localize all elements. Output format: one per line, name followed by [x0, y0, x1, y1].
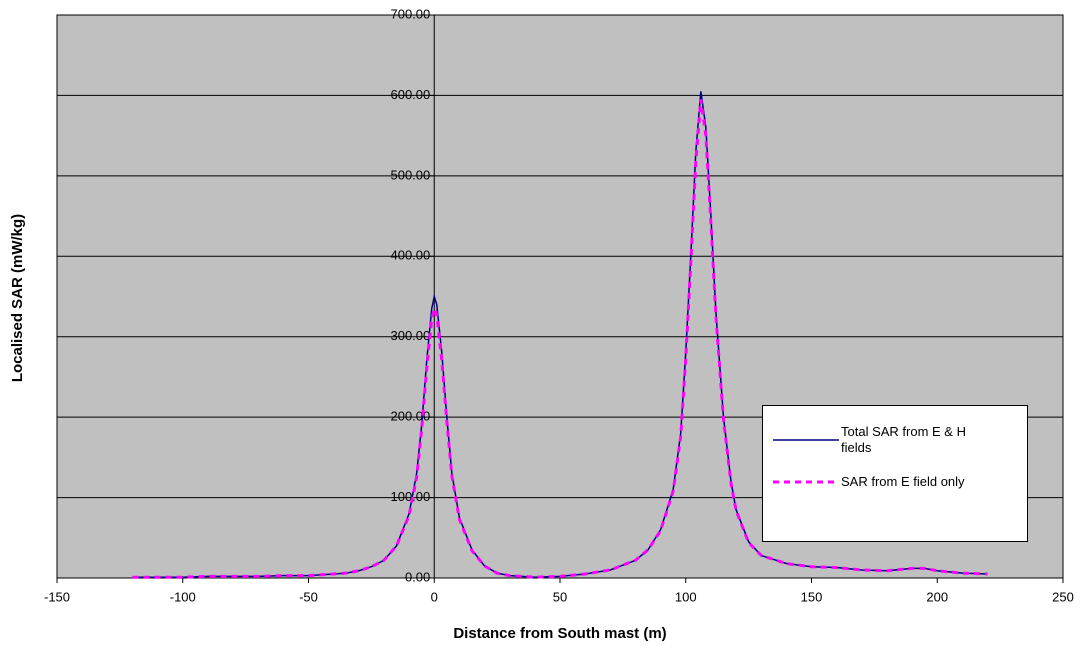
y-tick-label: 200.00 [390, 409, 430, 424]
y-tick-label: 400.00 [390, 248, 430, 263]
x-axis-title: Distance from South mast (m) [453, 625, 666, 642]
legend-swatch [773, 480, 839, 484]
y-tick-label: 700.00 [390, 6, 430, 21]
x-tick-label: 0 [431, 589, 438, 604]
legend-item: Total SAR from E & H fields [771, 424, 1019, 456]
legend-label: Total SAR from E & H fields [841, 424, 966, 455]
series-line [132, 99, 988, 579]
y-tick-label: 600.00 [390, 87, 430, 102]
legend: Total SAR from E & H fields SAR from E fi… [762, 405, 1028, 542]
legend-swatch [773, 439, 839, 441]
y-tick-label: 0.00 [405, 569, 430, 584]
legend-item: SAR from E field only [771, 474, 1019, 490]
x-tick-label: 200 [926, 589, 948, 604]
y-axis-title: Localised SAR (mW/kg) [9, 214, 26, 382]
y-tick-label: 100.00 [390, 489, 430, 504]
x-tick-label: -100 [170, 589, 196, 604]
x-tick-label: 250 [1052, 589, 1074, 604]
x-tick-label: 100 [675, 589, 697, 604]
x-tick-label: -50 [299, 589, 318, 604]
x-tick-label: -150 [44, 589, 70, 604]
legend-label: SAR from E field only [841, 474, 965, 489]
y-tick-label: 300.00 [390, 328, 430, 343]
x-tick-label: 150 [801, 589, 823, 604]
y-tick-label: 500.00 [390, 167, 430, 182]
x-tick-label: 50 [553, 589, 567, 604]
